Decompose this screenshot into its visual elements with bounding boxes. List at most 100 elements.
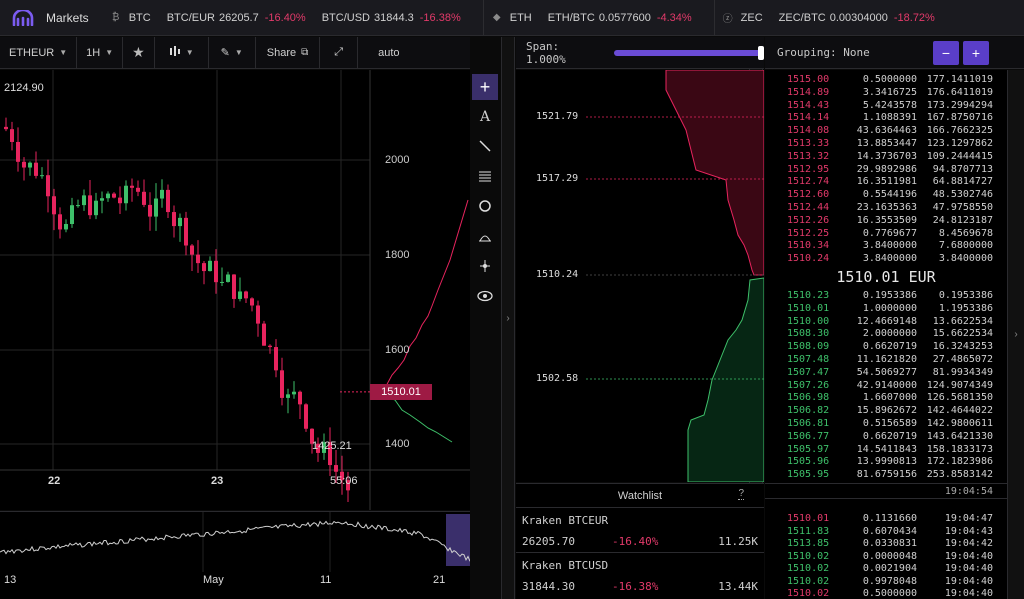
row-amount: 81.6759156 — [856, 469, 917, 481]
draw-button[interactable]: ✎ ▼ — [209, 36, 256, 69]
ticker-pair[interactable]: BTC/EUR 26205.7 -16.40% — [167, 12, 306, 24]
trade-row[interactable]: 1510.02 0.0000048 19:04:40 — [765, 550, 1007, 563]
orderbook-collapse-handle[interactable]: › — [1007, 70, 1024, 599]
span-slider[interactable] — [614, 45, 764, 60]
coin-zec[interactable]: ⓩ ZEC — [721, 10, 763, 26]
bid-row[interactable]: 1505.95 81.6759156 253.8583142 — [765, 468, 1007, 481]
row-amount: 5.4243578 — [862, 99, 917, 111]
line-tool[interactable] — [472, 134, 498, 160]
row-total: 143.6421330 — [926, 430, 993, 442]
grouping-decrease-button[interactable]: − — [933, 41, 959, 65]
ask-row[interactable]: 1512.95 29.9892986 94.8707713 — [765, 163, 1007, 176]
coin-btc[interactable]: ₿ BTC — [109, 12, 151, 24]
row-total: 81.9934349 — [932, 366, 993, 378]
watchlist-item[interactable]: Kraken BTCEUR 26205.70 -16.40% 11.25K — [516, 508, 764, 553]
trade-row[interactable]: 1511.83 0.6070434 19:04:43 — [765, 525, 1007, 538]
bid-row[interactable]: 1506.77 0.6620719 143.6421330 — [765, 430, 1007, 443]
watchlist-item[interactable]: Kraken BTCUSD 31844.30 -16.38% 13.44K — [516, 553, 764, 598]
row-time: 19:04:40 — [944, 550, 993, 562]
help-icon[interactable]: ? — [738, 488, 744, 500]
bid-row[interactable]: 1507.26 42.9140000 124.9074349 — [765, 379, 1007, 392]
panel-collapse-handle[interactable]: › — [501, 37, 515, 599]
interval-selector[interactable]: 1H ▼ — [77, 36, 124, 69]
ask-row[interactable]: 1512.74 16.3511981 64.8814727 — [765, 175, 1007, 188]
price-axis-label: 1400 — [385, 438, 410, 450]
share-button[interactable]: Share ⧉ — [256, 36, 321, 69]
circle-tool[interactable] — [472, 194, 498, 220]
bid-row[interactable]: 1506.82 15.8962672 142.4644022 — [765, 404, 1007, 417]
watchlist-item-volume: 13.44K — [718, 580, 758, 593]
bid-row[interactable]: 1507.47 54.5069277 81.9934349 — [765, 366, 1007, 379]
text-tool[interactable]: A — [472, 104, 498, 130]
row-time: 19:04:40 — [944, 575, 993, 587]
ask-row[interactable]: 1512.25 0.7769677 8.4569678 — [765, 227, 1007, 240]
bid-row[interactable]: 1505.97 14.5411843 158.1833173 — [765, 443, 1007, 456]
bid-row[interactable]: 1507.48 11.1621820 27.4865072 — [765, 353, 1007, 366]
trade-row[interactable]: 1510.02 0.9978048 19:04:40 — [765, 575, 1007, 588]
ask-row[interactable]: 1514.08 43.6364463 166.7662325 — [765, 124, 1007, 137]
trade-row[interactable]: 1510.02 0.5000000 19:04:40 — [765, 587, 1007, 599]
trade-row[interactable]: 1513.85 0.0330831 19:04:42 — [765, 537, 1007, 550]
bid-row[interactable]: 1508.30 2.0000000 15.6622534 — [765, 327, 1007, 340]
ask-row[interactable]: 1514.89 3.3416725 176.6411019 — [765, 86, 1007, 99]
ask-row[interactable]: 1510.34 3.8400000 7.6800000 — [765, 239, 1007, 252]
indicators-button[interactable]: ▼ — [155, 36, 209, 69]
ask-row[interactable]: 1513.33 13.8853447 123.1297862 — [765, 137, 1007, 150]
row-amount: 0.1131660 — [862, 513, 917, 524]
measure-tool[interactable] — [472, 254, 498, 280]
ask-row[interactable]: 1514.43 5.4243578 173.2994294 — [765, 99, 1007, 112]
row-total: 166.7662325 — [926, 125, 993, 137]
price-chart[interactable]: 2124.90 2000 1800 1600 1400 1510.01 1425… — [0, 70, 470, 510]
crosshair-tool[interactable]: + — [472, 74, 498, 100]
ticker-pair[interactable]: ETH/BTC 0.0577600 -4.34% — [548, 12, 692, 24]
ask-row[interactable]: 1513.32 14.3736703 109.2444415 — [765, 150, 1007, 163]
ask-row[interactable]: 1512.60 0.5544196 48.5302746 — [765, 188, 1007, 201]
scale-mode-button[interactable]: auto — [358, 37, 419, 69]
grouping-increase-button[interactable]: + — [963, 41, 989, 65]
depth-chart[interactable]: 1521.79 1517.29 1510.24 1502.58 — [516, 70, 764, 482]
ask-row[interactable]: 1512.26 16.3553509 24.8123187 — [765, 214, 1007, 227]
bid-row[interactable]: 1505.96 13.9990813 172.1823986 — [765, 455, 1007, 468]
candle-body — [208, 260, 212, 272]
ask-row[interactable]: 1510.24 3.8400000 3.8400000 — [765, 252, 1007, 265]
horizontal-lines-tool[interactable] — [472, 164, 498, 190]
mini-date-label: 21 — [433, 574, 446, 586]
ticker-pair[interactable]: BTC/USD 31844.3 -16.38% — [322, 12, 461, 24]
bid-row[interactable]: 1510.00 12.4669148 13.6622534 — [765, 315, 1007, 328]
star-icon: ★ — [132, 44, 145, 60]
fullscreen-button[interactable]: ⤢ — [320, 36, 359, 69]
span-slider-thumb[interactable] — [758, 45, 764, 60]
bid-row[interactable]: 1510.23 0.1953386 0.1953386 — [765, 289, 1007, 302]
markets-label[interactable]: Markets — [46, 10, 89, 25]
coin-eth[interactable]: ◆ ETH — [490, 12, 532, 24]
pair-price: 31844.3 — [374, 11, 414, 24]
candle-body — [34, 162, 38, 176]
candlestick-chart[interactable] — [0, 70, 470, 510]
ask-depth-area — [665, 70, 764, 276]
bid-row[interactable]: 1508.09 0.6620719 16.3243253 — [765, 340, 1007, 353]
bid-row[interactable]: 1510.01 1.0000000 1.1953386 — [765, 302, 1007, 315]
trade-row[interactable]: 1510.02 0.0021904 19:04:40 — [765, 562, 1007, 575]
bid-row[interactable]: 1506.98 1.6607000 126.5681350 — [765, 391, 1007, 404]
drawing-tools: + A — [470, 70, 500, 330]
trade-row[interactable]: 1510.01 0.1131660 19:04:47 — [765, 512, 1007, 525]
row-amount: 0.0330831 — [862, 538, 917, 549]
ask-row[interactable]: 1512.44 23.1635363 47.9758550 — [765, 201, 1007, 214]
row-amount: 13.8853447 — [856, 138, 917, 149]
candle-body — [250, 298, 254, 306]
bid-row[interactable]: 1506.81 0.5156589 142.9800611 — [765, 417, 1007, 430]
ask-row[interactable]: 1515.00 0.5000000 177.1411019 — [765, 73, 1007, 86]
favorite-button[interactable]: ★ — [123, 36, 155, 69]
ticker-pair[interactable]: ZEC/BTC 0.00304000 -18.72% — [779, 12, 935, 24]
bitcoin-icon: ₿ — [111, 12, 120, 23]
ask-row[interactable]: 1514.14 1.1088391 167.8750716 — [765, 111, 1007, 124]
pair-name: BTC/USD — [321, 11, 370, 24]
price-axis-label: 1600 — [385, 344, 410, 356]
kraken-logo[interactable] — [0, 0, 46, 35]
row-price: 1508.30 — [787, 328, 830, 340]
fib-tool[interactable] — [472, 224, 498, 250]
candle-body — [76, 205, 80, 207]
pair-selector[interactable]: ETHEUR ▼ — [0, 36, 78, 69]
overview-chart[interactable]: 13 May 11 21 — [0, 511, 470, 599]
visibility-toggle[interactable] — [472, 284, 498, 310]
